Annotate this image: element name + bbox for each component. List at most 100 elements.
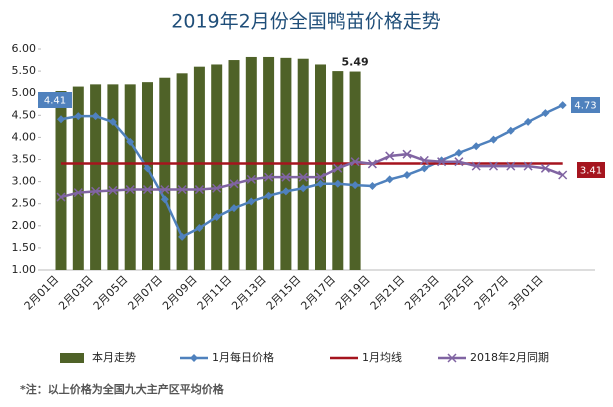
marker bbox=[160, 195, 169, 204]
marker bbox=[454, 157, 464, 167]
bar bbox=[176, 73, 188, 270]
marker bbox=[281, 172, 291, 182]
x-tick-label: 2月01日 bbox=[22, 273, 62, 313]
marker bbox=[91, 186, 101, 196]
data-label: 4.73 bbox=[574, 101, 596, 112]
marker bbox=[368, 182, 377, 191]
marker bbox=[506, 126, 515, 135]
bar bbox=[124, 84, 136, 270]
bar bbox=[90, 84, 102, 270]
bar bbox=[332, 71, 344, 270]
x-tick-label: 2月03日 bbox=[56, 273, 96, 313]
marker bbox=[264, 191, 273, 200]
marker bbox=[74, 112, 83, 121]
marker bbox=[229, 179, 239, 189]
data-label: 3.41 bbox=[580, 166, 602, 177]
y-tick-label: 5.00 bbox=[12, 86, 37, 99]
bar bbox=[315, 64, 326, 270]
bar bbox=[159, 77, 171, 270]
x-tick-label: 2月27日 bbox=[471, 273, 511, 313]
y-tick-label: 1.50 bbox=[12, 241, 37, 254]
marker bbox=[108, 117, 117, 126]
marker bbox=[178, 232, 187, 241]
marker bbox=[419, 155, 429, 165]
marker bbox=[472, 142, 481, 151]
x-tick-label: 2月11日 bbox=[195, 273, 235, 313]
marker bbox=[281, 187, 290, 196]
marker bbox=[246, 174, 256, 184]
marker bbox=[108, 185, 118, 195]
y-tick-label: 2.00 bbox=[12, 219, 37, 232]
data-label-box bbox=[38, 92, 72, 108]
marker bbox=[160, 185, 170, 195]
marker bbox=[506, 161, 516, 171]
legend-label: 1月每日价格 bbox=[212, 350, 274, 364]
marker bbox=[195, 224, 204, 233]
x-tick-label: 2月05日 bbox=[91, 273, 131, 313]
marker bbox=[541, 109, 550, 118]
marker bbox=[91, 112, 100, 121]
marker bbox=[126, 137, 135, 146]
marker bbox=[350, 157, 360, 167]
line bbox=[60, 152, 564, 199]
y-tick-label: 4.50 bbox=[12, 108, 37, 121]
marker bbox=[125, 185, 135, 195]
bar bbox=[72, 86, 84, 270]
bar bbox=[349, 71, 361, 271]
marker bbox=[524, 117, 533, 126]
data-label: 4.41 bbox=[44, 96, 66, 107]
marker bbox=[56, 192, 66, 202]
data-label: 5.49 bbox=[342, 56, 369, 69]
marker bbox=[540, 163, 550, 173]
x-tick-label: 2月17日 bbox=[298, 273, 338, 313]
legend-label: 2018年2月同期 bbox=[470, 350, 549, 364]
marker bbox=[177, 185, 187, 195]
footnote: *注：以上价格为全国九大主产区平均价格 bbox=[20, 382, 225, 396]
y-tick-label: 6.00 bbox=[12, 42, 37, 55]
y-tick-label: 3.50 bbox=[12, 153, 37, 166]
y-tick-label: 1.00 bbox=[12, 263, 37, 276]
marker bbox=[454, 148, 463, 157]
marker bbox=[333, 179, 342, 188]
marker bbox=[333, 163, 343, 173]
marker bbox=[264, 172, 274, 182]
marker bbox=[298, 172, 308, 182]
marker bbox=[316, 179, 325, 188]
x-tick-label: 3月01日 bbox=[506, 273, 546, 313]
y-tick-label: 5.50 bbox=[12, 64, 37, 77]
marker bbox=[73, 188, 83, 198]
x-tick-label: 2月09日 bbox=[160, 273, 200, 313]
marker bbox=[385, 151, 395, 161]
data-label-box bbox=[577, 162, 605, 178]
line bbox=[60, 103, 564, 239]
marker bbox=[315, 172, 326, 182]
bar bbox=[55, 90, 67, 271]
marker bbox=[437, 157, 447, 167]
bar bbox=[211, 64, 223, 270]
bar bbox=[107, 84, 119, 270]
marker bbox=[351, 181, 360, 190]
bar bbox=[193, 66, 205, 271]
marker bbox=[471, 161, 481, 171]
x-tick-label: 2月13日 bbox=[229, 273, 269, 313]
y-tick-label: 2.50 bbox=[12, 197, 37, 210]
marker bbox=[403, 170, 411, 179]
marker bbox=[247, 197, 256, 206]
marker bbox=[367, 159, 377, 169]
x-tick-label: 2月23日 bbox=[402, 273, 442, 313]
marker bbox=[299, 184, 308, 193]
marker bbox=[489, 135, 498, 144]
y-tick-label: 3.00 bbox=[12, 175, 37, 188]
x-tick-label: 2月07日 bbox=[125, 273, 165, 313]
marker bbox=[558, 101, 567, 110]
bar bbox=[228, 60, 240, 270]
legend-marker bbox=[447, 353, 457, 363]
marker bbox=[194, 185, 204, 195]
x-tick-label: 2月21日 bbox=[368, 273, 408, 313]
legend-label: 本月走势 bbox=[92, 350, 136, 364]
marker bbox=[420, 164, 429, 173]
marker bbox=[488, 161, 499, 171]
legend-marker bbox=[190, 354, 198, 362]
marker bbox=[558, 170, 568, 180]
